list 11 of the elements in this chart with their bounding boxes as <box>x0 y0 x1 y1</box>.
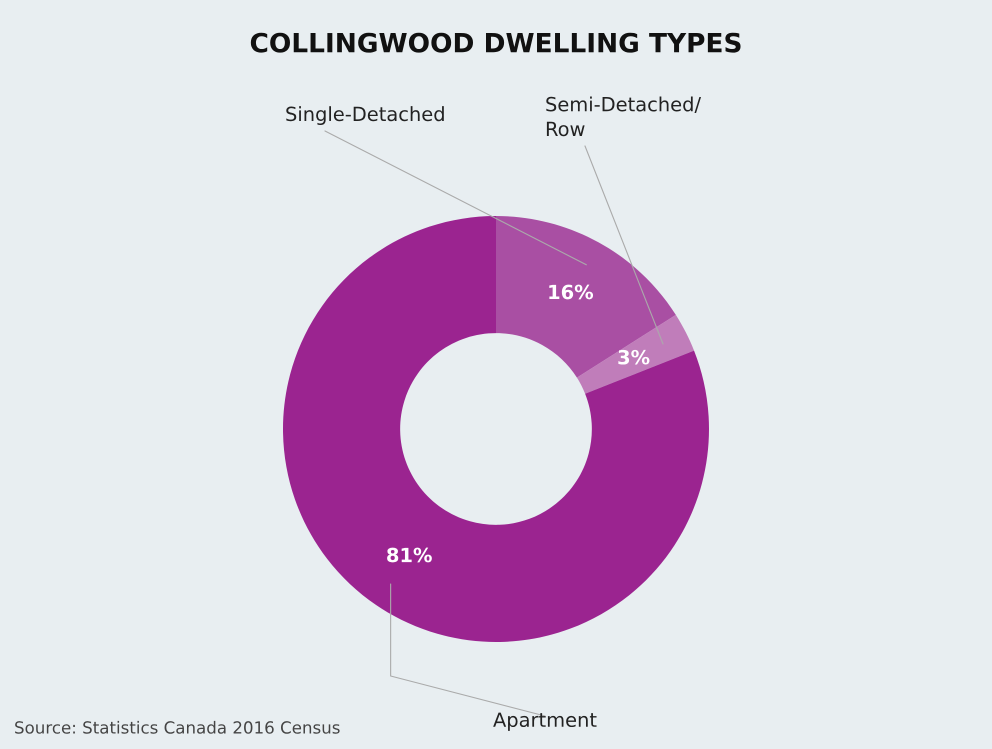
slice-label: Semi-Detached/ Row <box>546 96 702 136</box>
data-label: 3% <box>618 350 650 365</box>
donut-slice <box>283 216 709 642</box>
donut-slice <box>576 314 694 394</box>
data-label: 16% <box>549 284 594 300</box>
chart-title: COLLINGWOOD DWELLING TYPES <box>250 32 741 53</box>
slice-label: Single-Detached <box>286 106 444 125</box>
slice-label: Apartment <box>493 712 597 731</box>
source-note: Source: Statistics Canada 2016 Census <box>15 720 340 734</box>
data-label: 81% <box>387 548 432 562</box>
donut-slice <box>496 216 676 378</box>
